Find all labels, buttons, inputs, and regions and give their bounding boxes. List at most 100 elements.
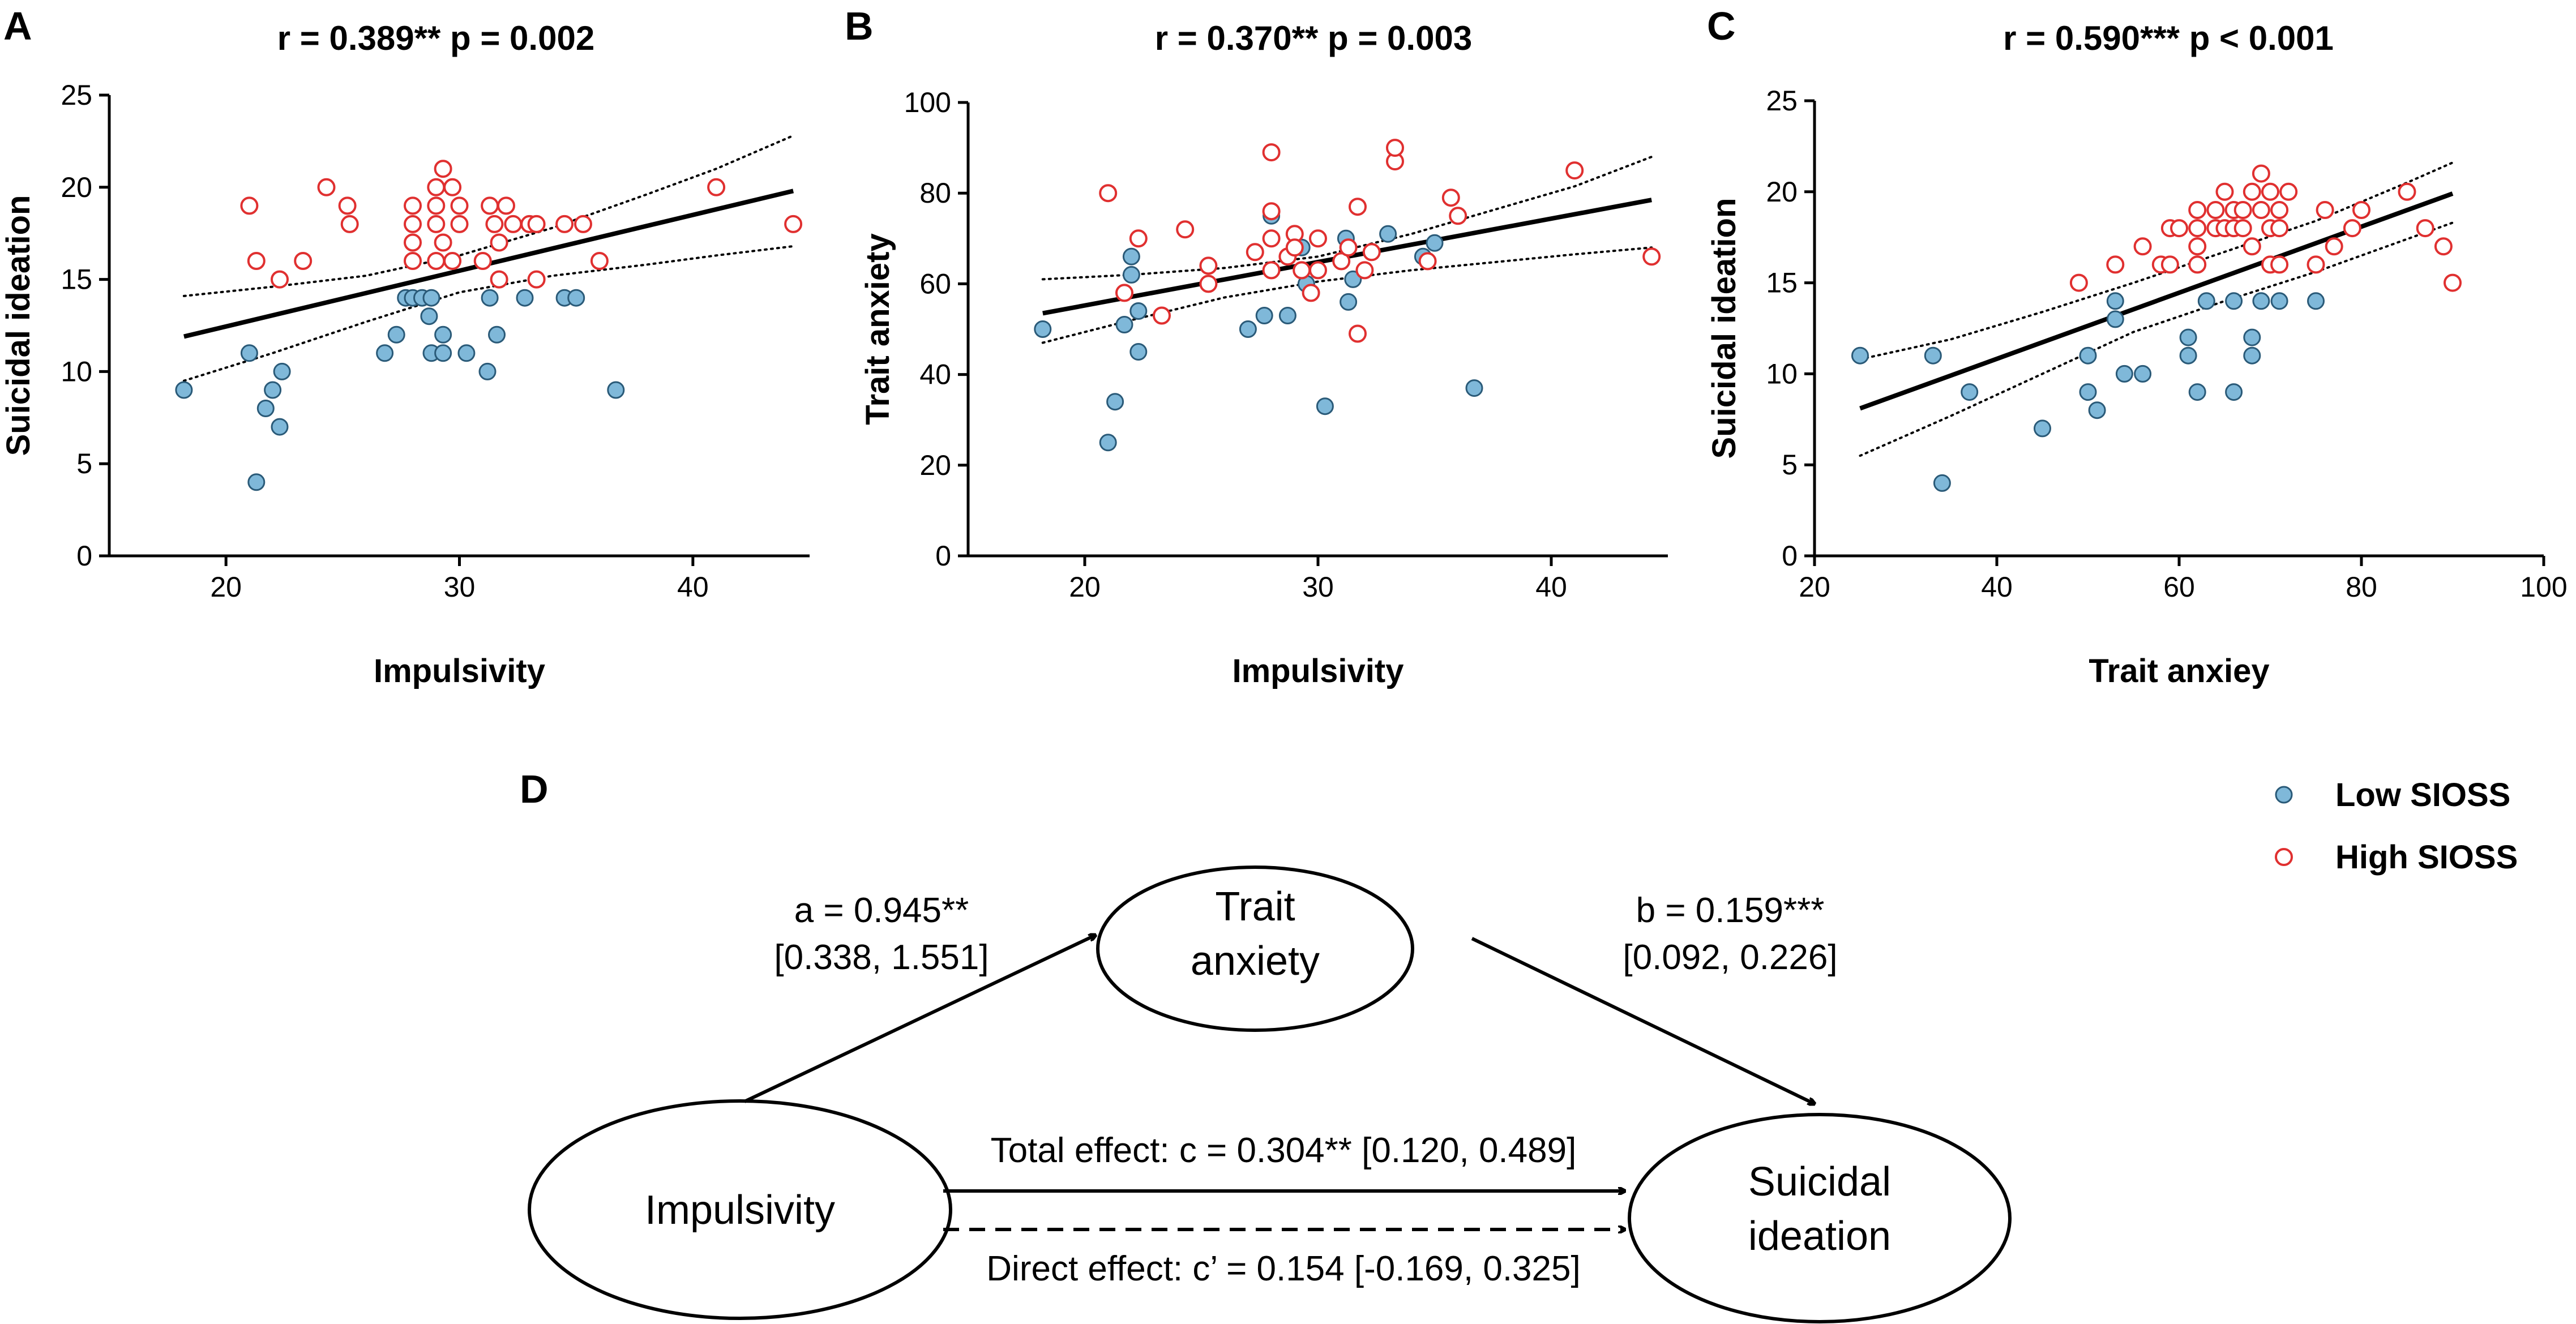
data-point-high — [2069, 273, 2088, 292]
data-point-low — [2197, 292, 2215, 310]
data-point-high — [427, 252, 446, 270]
x-tick-label: 100 — [2520, 571, 2567, 603]
panel-letter-a: A — [3, 4, 32, 48]
data-point-low — [1933, 474, 1951, 492]
data-point-high — [247, 252, 266, 270]
data-point-low — [2079, 346, 2097, 365]
x-axis-title: Impulsivity — [374, 653, 545, 689]
data-point-high — [2279, 182, 2298, 201]
y-tick-label: 0 — [935, 540, 951, 572]
data-point-high — [1262, 261, 1281, 280]
direct-effect-label: Direct effect: c’ = 0.154 [-0.169, 0.325… — [986, 1249, 1580, 1288]
y-tick-label: 10 — [61, 355, 92, 387]
data-point-high — [1441, 188, 1460, 207]
data-point-low — [1129, 343, 1148, 361]
data-point-high — [527, 270, 546, 289]
legend-marker-high — [2275, 848, 2293, 866]
data-point-high — [2316, 201, 2334, 219]
data-point-high — [1302, 284, 1320, 302]
data-point-high — [1349, 324, 1367, 343]
data-point-low — [2106, 310, 2124, 328]
data-point-low — [2225, 383, 2243, 401]
data-point-low — [271, 418, 289, 436]
stat-text: r = 0.370** p = 0.003 — [1155, 19, 1472, 57]
data-point-high — [481, 196, 499, 215]
data-point-high — [527, 215, 546, 233]
data-point-low — [1099, 434, 1117, 452]
data-point-low — [1316, 397, 1334, 415]
data-point-high — [2343, 219, 2361, 238]
data-point-high — [1246, 243, 1264, 262]
data-point-high — [1449, 207, 1467, 225]
data-point-high — [2233, 201, 2252, 219]
data-point-high — [2270, 219, 2289, 238]
data-point-high — [2188, 201, 2207, 219]
path-b-ci: [0.092, 0.226] — [1623, 938, 1837, 977]
data-point-high — [2160, 255, 2179, 274]
data-point-low — [434, 344, 452, 362]
y-tick-label: 40 — [919, 359, 951, 391]
y-axis-title: Suicidal ideation — [0, 195, 37, 456]
node-trait-anxiety — [1096, 865, 1414, 1032]
data-point-high — [490, 233, 508, 252]
data-point-high — [2215, 182, 2234, 201]
data-point-high — [317, 178, 336, 196]
data-point-low — [2134, 365, 2152, 383]
data-point-high — [434, 233, 452, 252]
data-point-high — [2307, 255, 2325, 274]
data-point-low — [1122, 247, 1140, 265]
data-point-low — [1278, 307, 1296, 324]
data-point-high — [294, 252, 313, 270]
data-point-low — [2088, 401, 2106, 419]
arrow-path-a — [743, 935, 1096, 1103]
data-point-high — [2243, 237, 2261, 256]
data-point-low — [2252, 292, 2270, 310]
path-a-ci: [0.338, 1.551] — [774, 938, 989, 977]
data-point-high — [404, 215, 422, 233]
data-point-low — [273, 362, 291, 380]
data-point-high — [2133, 237, 2152, 256]
data-point-high — [2252, 164, 2270, 183]
data-point-low — [516, 289, 534, 307]
data-point-low — [457, 344, 476, 362]
data-point-low — [1465, 379, 1483, 397]
data-point-low — [1961, 383, 1979, 401]
node-trait-anxiety-line2: anxiety — [1191, 939, 1320, 984]
ci-upper-line — [182, 134, 795, 297]
data-point-low — [2179, 328, 2197, 346]
data-point-high — [490, 270, 508, 289]
y-tick-label: 15 — [61, 264, 92, 295]
x-tick-label: 60 — [2163, 571, 2195, 603]
data-point-high — [427, 178, 446, 196]
data-point-high — [404, 196, 422, 215]
data-point-low — [1344, 270, 1362, 288]
data-point-low — [1129, 302, 1148, 320]
data-point-high — [1418, 252, 1437, 271]
data-point-high — [427, 215, 446, 233]
data-point-high — [2325, 237, 2343, 256]
data-point-low — [240, 344, 258, 362]
data-point-high — [2233, 219, 2252, 238]
data-point-low — [1106, 393, 1124, 411]
data-point-high — [1309, 229, 1327, 248]
data-point-high — [574, 215, 592, 233]
data-point-low — [481, 289, 499, 307]
data-point-high — [1199, 256, 1218, 275]
data-point-high — [1386, 139, 1404, 157]
data-point-high — [504, 215, 523, 233]
data-point-high — [1362, 243, 1381, 262]
data-point-low — [1379, 225, 1397, 243]
data-point-high — [2270, 255, 2289, 274]
data-point-high — [427, 196, 446, 215]
data-point-low — [2115, 365, 2133, 383]
node-suicidal-ideation — [1628, 1113, 2012, 1323]
y-tick-label: 10 — [1766, 358, 1798, 389]
data-point-high — [485, 215, 504, 233]
data-point-high — [240, 196, 259, 215]
data-point-high — [1293, 261, 1311, 280]
data-point-high — [1642, 247, 1661, 266]
y-tick-label: 20 — [919, 449, 951, 481]
y-tick-label: 20 — [1766, 176, 1798, 208]
data-point-low — [1340, 293, 1358, 311]
data-point-high — [2252, 201, 2270, 219]
